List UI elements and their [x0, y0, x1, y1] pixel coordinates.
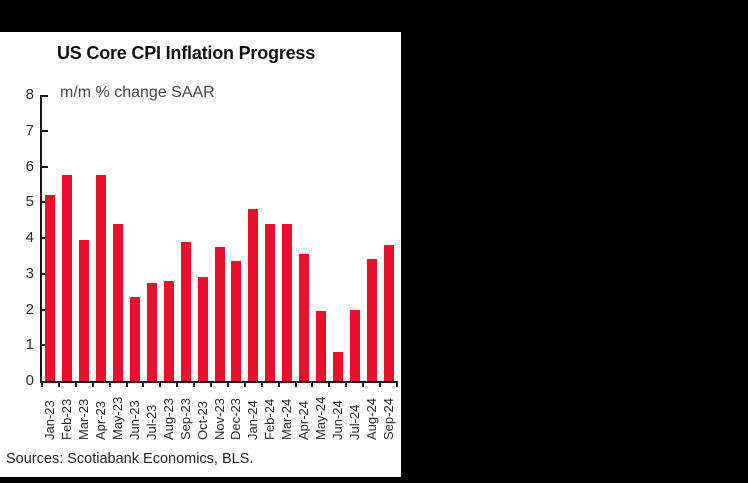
y-axis-label-4: 4	[25, 229, 34, 246]
y-axis-label-1: 1	[25, 336, 34, 354]
x-axis-label-may-24: May-24	[312, 396, 328, 440]
x-axis-tick-10	[210, 381, 213, 387]
bar-sep-23	[180, 241, 191, 381]
x-axis-tick-0	[41, 381, 43, 387]
x-axis-tick-1	[57, 381, 60, 387]
x-axis-label-sep-24: Sep-24	[380, 398, 396, 440]
y-axis-label-2: 2	[25, 300, 34, 318]
x-axis-tick-3	[91, 381, 94, 387]
y-axis-tick-3	[42, 272, 48, 275]
x-axis-tick-14	[277, 381, 280, 387]
chart-subtitle: m/m % change SAAR	[60, 84, 215, 101]
bar-apr-24	[299, 254, 310, 381]
y-axis-tick-4	[42, 237, 48, 239]
y-axis-tick-7	[42, 129, 48, 132]
x-axis-label-feb-24: Feb-24	[262, 398, 278, 440]
x-axis-label-aug-23: Aug-23	[160, 398, 176, 440]
x-axis-tick-8	[176, 381, 179, 387]
plot-area: 0 1 2 3 4 5 6 7 8 Jan-23 Feb-23 Mar-23 Apr-23 May-23 J…	[26, 86, 398, 440]
x-axis-label-feb-23: Feb-23	[59, 398, 75, 440]
x-axis-tick-2	[74, 381, 77, 387]
x-axis-label-jul-23: Jul-23	[143, 404, 159, 440]
x-axis-label-mar-24: Mar-24	[279, 398, 295, 440]
y-axis-label-3: 3	[25, 264, 34, 282]
y-axis-label-5: 5	[25, 193, 34, 211]
bar-apr-23	[96, 175, 107, 381]
x-axis-tick-11	[226, 381, 229, 387]
y-axis-label-7: 7	[25, 121, 34, 139]
x-axis-tick-6	[142, 381, 145, 387]
x-axis-label-jun-24: Jun-24	[329, 400, 345, 440]
y-axis-label-6: 6	[25, 157, 34, 175]
x-axis-label-jul-24: Jul-24	[346, 404, 362, 440]
chart-title: US Core CPI Inflation Progress	[57, 43, 316, 63]
bar-jul-23	[146, 282, 157, 381]
x-axis-tick-15	[294, 381, 297, 387]
x-axis-tick-5	[125, 381, 128, 387]
bar-sep-24	[383, 245, 394, 381]
bar-feb-23	[62, 175, 73, 381]
x-axis-tick-16	[311, 381, 314, 387]
x-axis-label-sep-23: Sep-23	[177, 398, 193, 440]
x-axis-tick-20	[379, 381, 382, 387]
x-axis-tick-12	[243, 381, 246, 387]
bar-jun-24	[332, 352, 343, 381]
bar-jul-24	[349, 309, 360, 381]
y-axis-tick-8	[42, 95, 48, 97]
x-axis-tick-4	[108, 381, 111, 387]
x-axis-label-dec-23: Dec-23	[228, 398, 244, 440]
x-axis-label-may-23: May-23	[110, 396, 126, 440]
bar-jan-24	[248, 209, 259, 381]
y-axis-tick-6	[42, 165, 48, 168]
bar-mar-23	[79, 239, 90, 381]
x-axis-label-nov-23: Nov-23	[211, 398, 227, 440]
x-axis-label-apr-24: Apr-24	[296, 400, 312, 440]
bar-aug-24	[366, 259, 377, 381]
bar-may-23	[113, 223, 124, 381]
x-axis-tick-9	[193, 381, 196, 387]
bar-aug-23	[163, 280, 174, 381]
y-axis-label-0: 0	[25, 372, 34, 389]
x-axis-label-mar-23: Mar-23	[76, 398, 92, 440]
y-axis-label-8: 8	[25, 86, 34, 103]
bar-nov-23	[214, 246, 225, 381]
y-axis-tick-5	[42, 201, 48, 204]
x-axis-tick-19	[362, 381, 365, 387]
bar-oct-23	[197, 277, 208, 381]
x-axis-tick-18	[345, 381, 348, 387]
x-axis-tick-17	[328, 381, 331, 387]
source-note: Sources: Scotiabank Economics, BLS.	[6, 451, 254, 467]
bar-dec-23	[231, 261, 242, 381]
x-axis-label-apr-23: Apr-23	[93, 400, 109, 440]
y-axis-tick-2	[42, 308, 48, 311]
x-axis-label-jun-23: Jun-23	[126, 400, 142, 440]
x-axis-tick-21	[396, 381, 398, 387]
x-axis-label-aug-24: Aug-24	[363, 398, 379, 440]
x-axis-label-jan-24: Jan-24	[245, 400, 261, 440]
x-axis-label-jan-23: Jan-23	[42, 400, 58, 440]
bar-jan-23	[45, 195, 56, 381]
x-axis-label-oct-23: Oct-23	[194, 400, 210, 440]
bar-may-24	[315, 311, 326, 381]
bar-feb-24	[265, 223, 276, 381]
x-axis-tick-7	[159, 381, 162, 387]
chart-panel: US Core CPI Inflation Progress m/m % cha…	[0, 32, 401, 477]
x-axis-tick-13	[260, 381, 263, 387]
bar-jun-23	[129, 297, 140, 381]
bar-mar-24	[282, 223, 293, 381]
y-axis-tick-1	[42, 344, 48, 347]
